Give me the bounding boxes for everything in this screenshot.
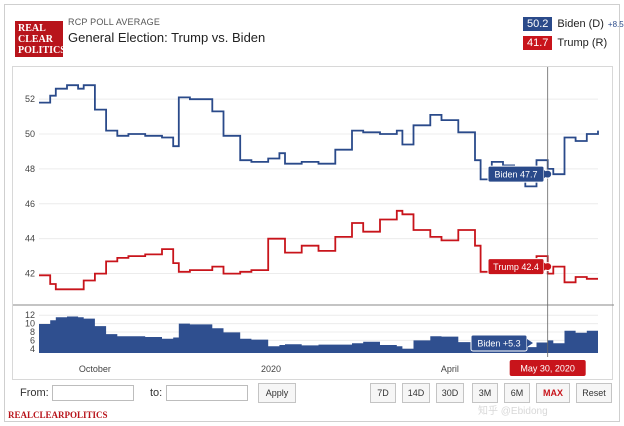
legend-trump-label: Trump (R) [557,37,608,49]
rcp-logo[interactable]: REAL CLEAR POLITICS [15,21,66,57]
y-tick-label: 46 [25,199,35,209]
cursor-date-label: May 30, 2020 [520,364,575,374]
watermark: 知乎 @Ebidong [478,406,548,417]
y-tick-label: 52 [25,94,35,104]
logo-line-1: REAL [18,23,46,34]
spread-tick-label: 12 [25,310,35,320]
date-range-controls: From: to: Apply 7D 14D 30D 3M 6M MAX Res… [6,383,618,405]
from-label: From: [20,387,49,399]
legend-biden-label: Biden (D) [557,18,604,30]
legend-biden-spread: +8.5 [607,19,624,29]
spread-tick-label: 10 [25,319,35,329]
logo-line-3: POLITICS [18,45,66,56]
tooltip-label: Biden +5.3 [477,339,520,349]
x-label-april: April [441,364,459,374]
tooltip-pointer [544,170,550,179]
spread-area [39,316,598,353]
range-7d-button[interactable]: 7D [370,383,396,403]
spread-tick-label: 8 [30,327,35,337]
x-label-october: October [79,364,111,374]
cursor-date-box [509,360,586,376]
legend-biden-value: 50.2 [523,17,553,31]
legend-trump: 41.7 Trump (R) [523,36,607,50]
tooltip-label: Biden 47.7 [494,170,537,180]
y-tick-label: 44 [25,234,35,244]
reset-button[interactable]: Reset [576,383,612,403]
y-tick-label: 48 [25,164,35,174]
footer-brand: REALCLEARPOLITICS [8,410,108,420]
spread-tick-label: 6 [30,335,35,345]
spread-tick-label: 4 [30,344,35,354]
tooltip-pointer [527,339,533,347]
logo-line-2: CLEAR [18,34,54,45]
chart-area[interactable]: 42 44 46 48 50 52 4 6 8 10 12 Biden 47.7 Trump 42.4 B… [12,66,614,381]
x-label-2020: 2020 [261,364,281,374]
y-tick-label: 50 [25,129,35,139]
legend-trump-value: 41.7 [523,36,553,50]
series-line-trump [39,209,598,291]
range-14d-button[interactable]: 14D [402,383,430,403]
from-date-input[interactable] [52,385,134,401]
range-6m-button[interactable]: 6M [504,383,530,403]
apply-button[interactable]: Apply [258,383,296,403]
range-max-button[interactable]: MAX [536,383,570,403]
y-tick-label: 42 [25,269,35,279]
legend-biden: 50.2 Biden (D) +8.5 [523,17,624,31]
to-date-input[interactable] [166,385,248,401]
tooltip-label: Trump 42.4 [493,262,539,272]
chart-title: General Election: Trump vs. Biden [68,30,266,45]
range-30d-button[interactable]: 30D [436,383,464,403]
chart-subtitle: RCP POLL AVERAGE [68,17,161,27]
tooltip-pointer [544,262,550,271]
range-3m-button[interactable]: 3M [472,383,498,403]
to-label: to: [150,387,163,399]
